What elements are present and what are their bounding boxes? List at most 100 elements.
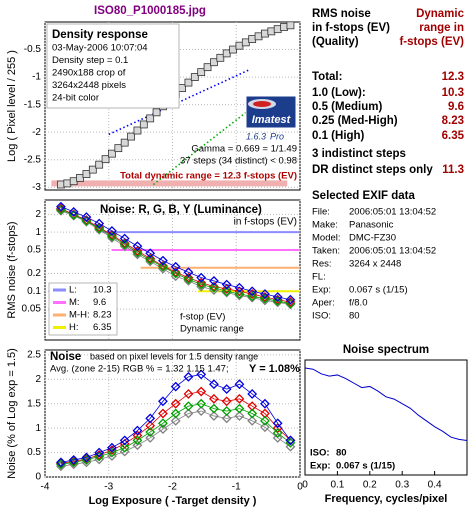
- data-point: [196, 279, 207, 290]
- data-point: [221, 396, 232, 407]
- chart-title: Density response: [52, 29, 148, 41]
- exif-value: 80: [349, 311, 360, 322]
- data-point: [209, 393, 219, 404]
- series-line: [60, 373, 291, 463]
- series-line: [304, 367, 468, 441]
- average-y: Y = 1.08%: [249, 363, 300, 375]
- table-header: RMS noise: [312, 8, 371, 20]
- data-point: [234, 289, 245, 299]
- exif-label: Taken:: [312, 246, 340, 257]
- x-axis-title: Log Exposure ( -Target density ): [89, 495, 257, 507]
- data-point: [132, 241, 143, 252]
- steps-note: 37 steps (34 distinct) < 0.98: [180, 156, 297, 167]
- data-point: [68, 454, 79, 465]
- exif-value: 2006:05:01 13:04:52: [349, 246, 436, 257]
- data-point: [209, 275, 219, 286]
- average-note: Avg. (zone 2-15) RGB % = 1.32 1.15 1.47;: [50, 364, 229, 375]
- data-point: [107, 442, 117, 453]
- exif-value: DMC-FZ30: [349, 233, 396, 244]
- annotation: Dynamic range: [180, 324, 244, 335]
- data-point: [247, 286, 258, 297]
- data-point: [234, 403, 245, 414]
- data-point: [183, 267, 194, 278]
- data-point: [286, 21, 295, 30]
- chart-title: Noise: [50, 351, 81, 363]
- y-tick-label: 0.05: [22, 304, 42, 315]
- data-point: [107, 225, 117, 236]
- y-tick-label: -2: [32, 127, 41, 138]
- annotation: f-stop (EV): [180, 312, 225, 323]
- data-point: [260, 289, 270, 299]
- data-point: [127, 132, 135, 141]
- x-tick-label: -4: [41, 482, 50, 493]
- data-point: [272, 433, 283, 443]
- data-point: [183, 401, 194, 412]
- x-tick-label: -1: [232, 482, 241, 493]
- y-tick-label: 0.5: [27, 447, 41, 458]
- data-point: [183, 371, 194, 382]
- data-point: [152, 108, 161, 117]
- data-point: [221, 384, 232, 394]
- data-point: [170, 408, 181, 419]
- data-point: [247, 291, 258, 302]
- data-point: [254, 32, 263, 41]
- y-tick-label: -2.5: [24, 154, 42, 165]
- data-point: [76, 173, 84, 182]
- plot-area: [304, 359, 468, 476]
- logo-version: 1.6.3: [246, 131, 266, 141]
- data-point: [132, 435, 143, 446]
- info-line: Density step = 0.1: [52, 55, 128, 66]
- data-point: [158, 396, 168, 407]
- x-tick-label: 0.4: [428, 480, 442, 491]
- data-point: [221, 286, 232, 297]
- exif-value: f/8.0: [349, 298, 368, 309]
- exif-value: 2006:05:01 13:04:52: [349, 207, 436, 218]
- info-value: 0.067 s (1/15): [336, 461, 395, 472]
- chart-subtitle: based on pixel levels for 1.5 density ra…: [90, 351, 258, 361]
- data-point: [107, 229, 117, 240]
- data-point: [170, 267, 181, 278]
- y-axis-title: Noise (% of Log exp = 1.5): [6, 348, 18, 479]
- info-line: 3264x2448 pixels: [52, 80, 126, 91]
- data-point: [145, 254, 156, 265]
- table-row-label: 0.5 (Medium): [312, 101, 382, 113]
- y-tick-label: -0.5: [24, 44, 42, 55]
- data-point: [196, 272, 207, 283]
- data-point: [82, 170, 91, 178]
- table-row-value: 8.23: [442, 115, 464, 127]
- data-point: [158, 260, 168, 271]
- data-point: [260, 398, 270, 409]
- data-point: [170, 261, 181, 272]
- data-point: [146, 114, 155, 123]
- y-axis-title: RMS noise (f-stops): [6, 221, 18, 318]
- series-line: [60, 206, 291, 301]
- data-point: [272, 296, 283, 307]
- data-point: [184, 78, 193, 87]
- data-point: [139, 120, 148, 129]
- data-point: [94, 222, 105, 233]
- data-point: [132, 247, 143, 258]
- data-point: [285, 435, 296, 446]
- data-point: [145, 413, 156, 424]
- exif-value: 0.067 s (1/15): [349, 285, 408, 296]
- info-value: 80: [336, 448, 347, 459]
- exif-title: Selected EXIF data: [312, 190, 416, 202]
- data-point: [285, 298, 296, 309]
- data-point: [248, 35, 257, 43]
- data-point: [183, 408, 194, 419]
- x-tick-label: 0: [302, 480, 308, 491]
- y-tick-label: -1.5: [24, 99, 42, 110]
- exif-label: File:: [312, 207, 330, 218]
- legend-value: 10.3: [93, 285, 112, 296]
- data-point: [132, 440, 143, 451]
- data-point: [235, 41, 244, 50]
- chart-title: Noise spectrum: [343, 344, 429, 356]
- data-point: [221, 279, 232, 290]
- x-tick-label: 0.2: [363, 480, 377, 491]
- data-point: [221, 283, 232, 294]
- y-tick-label: 2: [35, 209, 41, 220]
- exif-label: FL:: [312, 272, 326, 283]
- data-point: [170, 268, 181, 279]
- data-point: [107, 231, 117, 242]
